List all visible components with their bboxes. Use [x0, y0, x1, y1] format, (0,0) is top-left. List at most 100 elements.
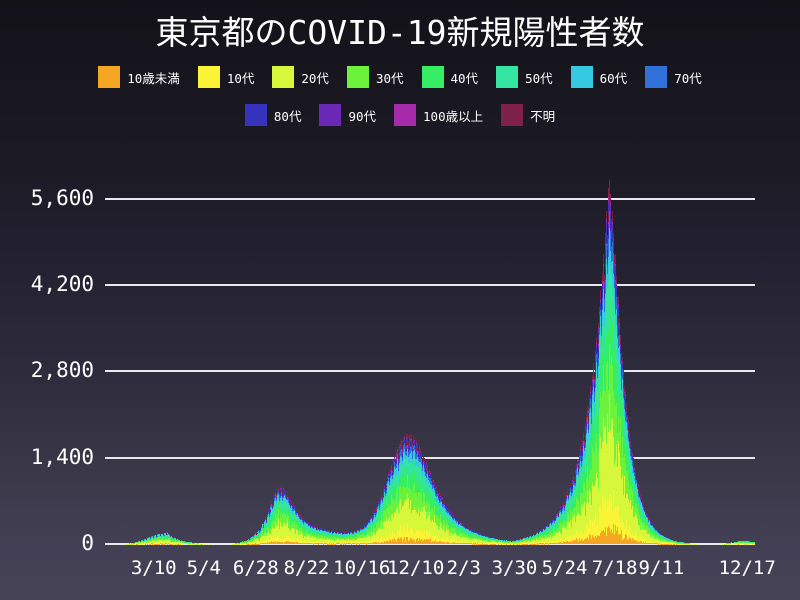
bar-segment	[448, 508, 450, 511]
bar-segment	[363, 530, 365, 533]
bar-segment	[271, 514, 273, 523]
bar-segment	[341, 534, 343, 536]
bar-segment	[462, 536, 464, 542]
bar-segment	[440, 499, 442, 502]
bar-segment	[467, 527, 469, 528]
bar-segment	[465, 532, 467, 536]
bar-column	[319, 527, 321, 544]
bar-segment	[442, 499, 444, 502]
bar-segment	[457, 521, 459, 524]
bar-segment	[331, 532, 333, 533]
bar-segment	[333, 536, 335, 540]
bar-segment	[266, 516, 268, 519]
bar-segment	[331, 543, 333, 544]
bar-segment	[267, 518, 269, 520]
bar-column	[185, 541, 187, 544]
bar-segment	[147, 542, 149, 544]
bar-segment	[306, 528, 308, 533]
legend-item-20代[interactable]: 20代	[272, 66, 329, 88]
legend-item-100歳以上[interactable]: 100歳以上	[394, 104, 483, 126]
bar-segment	[459, 524, 461, 525]
legend-item-不明[interactable]: 不明	[501, 104, 555, 126]
bar-segment	[186, 542, 188, 543]
bar-segment	[354, 538, 356, 543]
bar-segment	[321, 543, 323, 544]
bar-segment	[180, 541, 182, 543]
bar-segment	[410, 493, 412, 510]
bar-segment	[326, 532, 328, 534]
bar-segment	[450, 542, 452, 544]
bar-column	[341, 532, 343, 544]
bar-segment	[276, 504, 278, 509]
bar-segment	[151, 538, 153, 540]
bar-segment	[377, 510, 379, 512]
bar-segment	[450, 512, 452, 513]
bar-segment	[298, 516, 300, 519]
bar-segment	[341, 543, 343, 544]
bar-segment	[261, 527, 263, 528]
bar-segment	[360, 537, 362, 543]
bar-segment	[274, 506, 276, 512]
bar-segment	[296, 542, 298, 544]
legend-item-60代[interactable]: 60代	[570, 66, 627, 88]
bar-segment	[253, 543, 255, 544]
bar-segment	[295, 510, 297, 512]
bar-segment	[323, 542, 325, 544]
bar-segment	[382, 497, 384, 501]
bar-segment	[297, 543, 299, 544]
legend-item-30代[interactable]: 30代	[346, 66, 404, 88]
bar-segment	[413, 444, 415, 447]
bar-segment	[430, 478, 432, 484]
bar-segment	[291, 528, 293, 539]
bar-segment	[179, 542, 181, 544]
bar-segment	[460, 525, 462, 528]
bar-segment	[405, 440, 407, 445]
legend-item-80代[interactable]: 80代	[244, 104, 301, 126]
bar-segment	[445, 504, 447, 506]
bar-segment	[423, 513, 425, 528]
bar-segment	[347, 540, 349, 543]
bar-segment	[417, 541, 419, 544]
bar-segment	[329, 535, 331, 538]
bar-column	[293, 505, 296, 544]
bar-segment	[478, 542, 480, 544]
bar-segment	[361, 537, 364, 543]
bar-segment	[409, 453, 411, 461]
bar-column	[361, 528, 364, 544]
bar-segment	[412, 455, 414, 473]
bar-segment	[311, 542, 313, 544]
legend-item-label: 70代	[674, 70, 702, 86]
bar-segment	[461, 530, 463, 533]
legend-item-10代[interactable]: 10代	[197, 66, 254, 88]
bar-segment	[165, 542, 167, 544]
bar-segment	[242, 543, 244, 544]
bar-segment	[268, 542, 270, 544]
bar-segment	[450, 523, 452, 529]
legend-item-40代[interactable]: 40代	[421, 66, 478, 88]
bar-segment	[329, 532, 331, 534]
bar-segment	[341, 535, 343, 538]
bar-segment	[415, 509, 417, 526]
bar-column	[200, 543, 202, 544]
bar-segment	[351, 537, 353, 540]
legend-item-70代[interactable]: 70代	[645, 66, 702, 88]
bar-segment	[426, 501, 428, 520]
bar-segment	[412, 441, 414, 443]
bar-segment	[457, 520, 459, 522]
bar-segment	[255, 542, 257, 544]
bar-segment	[393, 469, 395, 473]
bar-segment	[258, 535, 260, 538]
bar-segment	[182, 541, 184, 542]
legend-item-50代[interactable]: 50代	[496, 66, 553, 88]
bar-segment	[367, 525, 369, 527]
bar-column	[290, 501, 292, 544]
bar-column	[261, 527, 263, 544]
bar-segment	[419, 467, 422, 484]
bar-segment	[424, 460, 426, 462]
legend-item-10歳未満[interactable]: 10歳未満	[98, 66, 180, 88]
bar-segment	[278, 500, 280, 505]
bar-segment	[447, 530, 449, 540]
legend-item-90代[interactable]: 90代	[319, 104, 376, 126]
bar-segment	[400, 493, 402, 503]
bar-segment	[251, 540, 253, 542]
